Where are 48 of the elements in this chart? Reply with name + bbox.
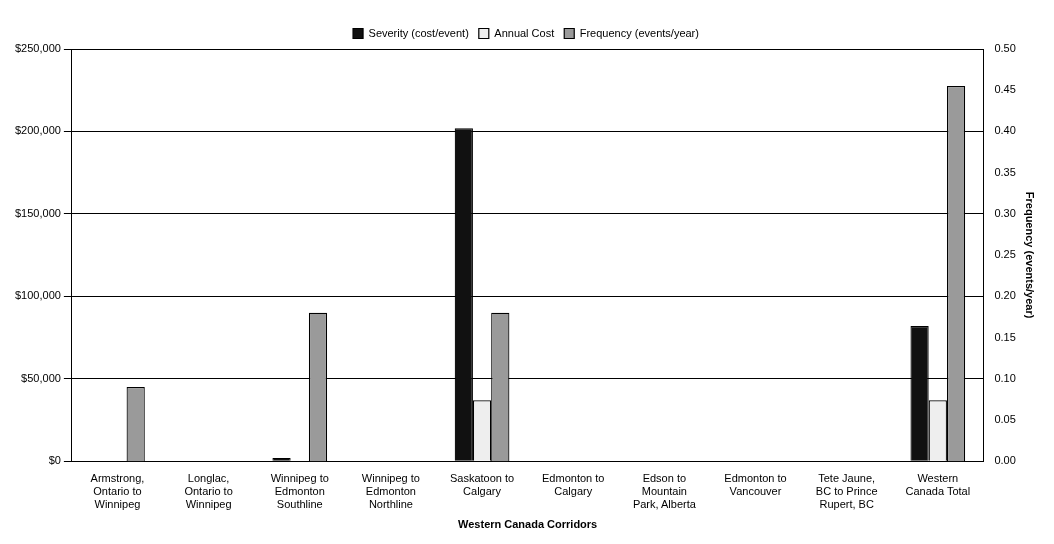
category-label: Vancouver xyxy=(729,485,782,498)
category-label: Rupert, BC xyxy=(819,498,874,511)
y2-tick-label: 0.30 xyxy=(994,206,1016,219)
y2-tick-label: 0.35 xyxy=(994,165,1016,178)
y2-tick-label: 0.25 xyxy=(994,248,1016,261)
y2-tick-label: 0.40 xyxy=(994,124,1016,137)
category-label: Northline xyxy=(368,498,413,511)
category-label: Tete Jaune, xyxy=(818,471,876,484)
y-tick-label: $200,000 xyxy=(14,124,61,137)
category-label: Canada Total xyxy=(905,485,971,498)
category-label: Winnipeg xyxy=(185,498,232,511)
category-label: Calgary xyxy=(463,485,502,498)
legend-label: Annual Cost xyxy=(494,26,555,39)
category-label: Ontario to xyxy=(184,485,233,498)
y2-tick-label: 0.20 xyxy=(994,289,1016,302)
category-label: Southline xyxy=(276,498,323,511)
y2-tick-label: 0.10 xyxy=(994,371,1016,384)
category-label: Edmonton xyxy=(365,485,416,498)
category-label: Ontario to xyxy=(93,485,142,498)
y-tick-label: $0 xyxy=(48,454,61,467)
category-label: Park, Alberta xyxy=(632,498,696,511)
legend-label: Frequency (events/year) xyxy=(579,26,699,39)
category-label: Edmonton to xyxy=(542,471,605,484)
y2-tick-label: 0.00 xyxy=(994,454,1016,467)
category-label: Armstrong, xyxy=(90,471,145,484)
category-label: Edmonton xyxy=(274,485,325,498)
y2-tick-label: 0.15 xyxy=(994,330,1016,343)
category-label: Winnipeg to xyxy=(270,471,329,484)
category-label: BC to Prince xyxy=(815,485,878,498)
category-label: Winnipeg xyxy=(94,498,141,511)
y-tick-label: $150,000 xyxy=(14,206,61,219)
category-label: Edson to xyxy=(642,471,687,484)
category-label: Edmonton to xyxy=(724,471,787,484)
y-tick-label: $50,000 xyxy=(21,371,61,384)
legend-label: Severity (cost/event) xyxy=(368,26,469,39)
x-axis-title: Western Canada Corridors xyxy=(458,518,598,531)
y2-tick-label: 0.50 xyxy=(994,42,1016,55)
category-label: Winnipeg to xyxy=(361,471,420,484)
category-label: Calgary xyxy=(554,485,593,498)
category-label: Saskatoon to xyxy=(449,471,515,484)
category-label: Longlac, xyxy=(187,471,230,484)
y2-tick-label: 0.05 xyxy=(994,413,1016,426)
category-label: Western xyxy=(917,471,959,484)
category-label: Mountain xyxy=(641,485,687,498)
y-tick-label: $250,000 xyxy=(14,42,61,55)
y2-tick-label: 0.45 xyxy=(994,83,1016,96)
y-tick-label: $100,000 xyxy=(14,289,61,302)
y2-axis-title: Frequency (events/year) xyxy=(1024,191,1037,319)
